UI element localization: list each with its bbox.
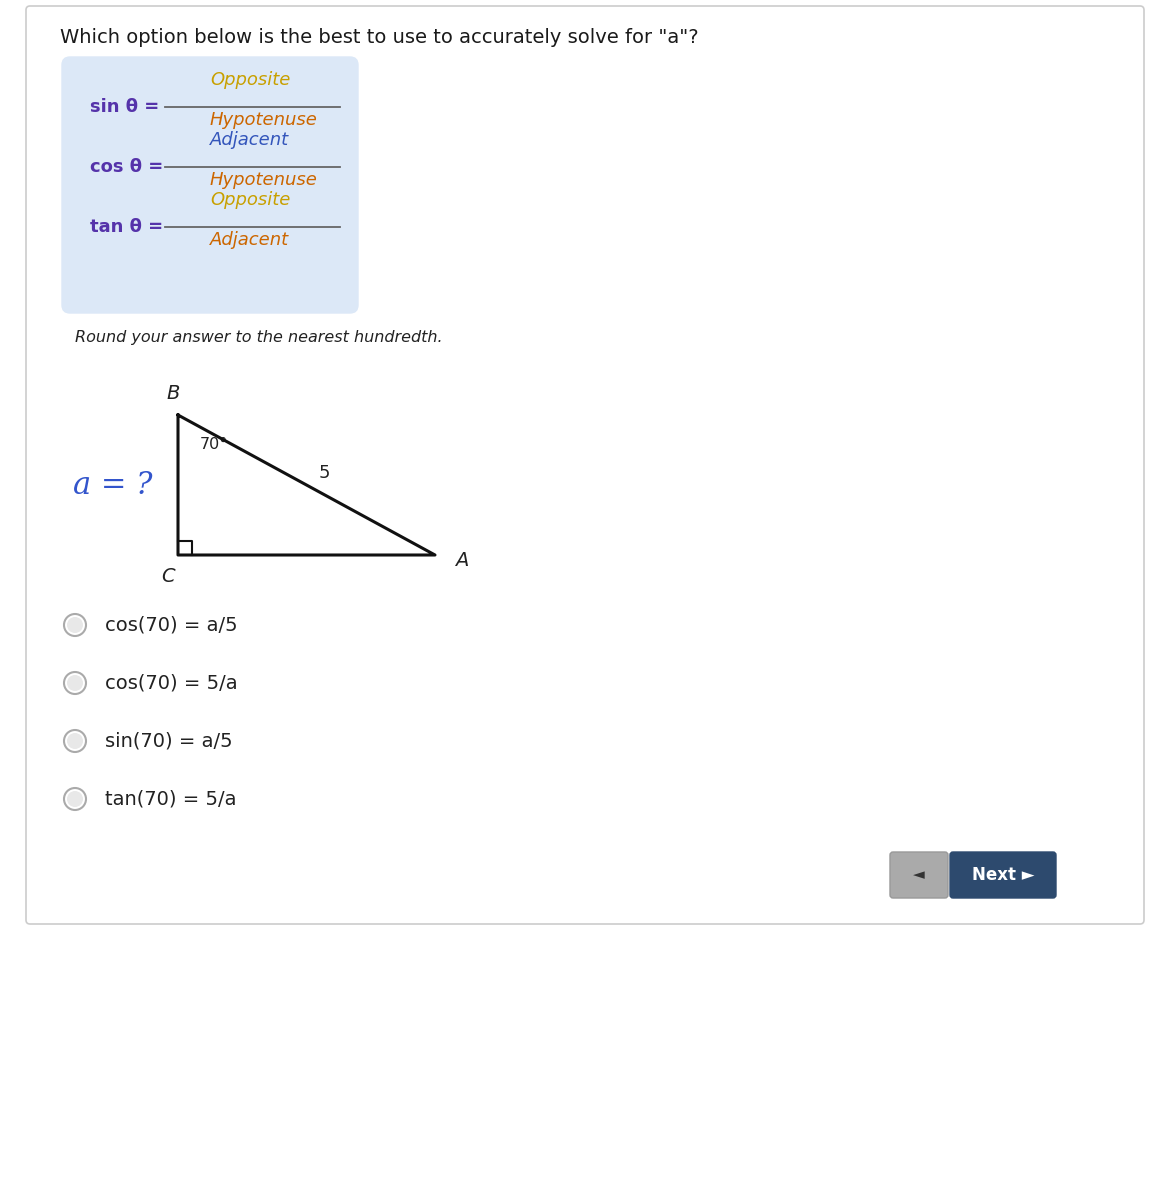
Text: B: B [166,384,180,403]
Text: tan θ =: tan θ = [90,218,163,236]
Text: cos(70) = a/5: cos(70) = a/5 [105,615,238,634]
Text: A: A [455,551,468,569]
Text: Hypotenuse: Hypotenuse [209,111,318,129]
Circle shape [67,676,83,691]
Text: Which option below is the best to use to accurately solve for "a"?: Which option below is the best to use to… [60,28,698,47]
Text: 70°: 70° [200,437,228,452]
Text: sin θ =: sin θ = [90,98,159,116]
Circle shape [67,617,83,633]
Text: Adjacent: Adjacent [209,131,289,149]
Text: ◄: ◄ [913,868,924,883]
Circle shape [67,733,83,749]
Text: 5: 5 [318,465,330,482]
Text: Opposite: Opposite [209,71,290,88]
Text: Hypotenuse: Hypotenuse [209,171,318,189]
Text: Opposite: Opposite [209,191,290,209]
Text: Adjacent: Adjacent [209,231,289,249]
Text: Next ►: Next ► [972,867,1034,884]
Text: cos θ =: cos θ = [90,158,164,176]
Text: sin(70) = a/5: sin(70) = a/5 [105,731,233,751]
Text: Round your answer to the nearest hundredth.: Round your answer to the nearest hundred… [75,330,442,345]
FancyBboxPatch shape [62,57,358,312]
Text: C: C [161,567,174,586]
FancyBboxPatch shape [890,852,948,898]
Text: a = ?: a = ? [74,469,153,501]
Text: tan(70) = 5/a: tan(70) = 5/a [105,790,236,809]
Circle shape [67,791,83,806]
FancyBboxPatch shape [950,852,1057,898]
Text: cos(70) = 5/a: cos(70) = 5/a [105,673,238,692]
